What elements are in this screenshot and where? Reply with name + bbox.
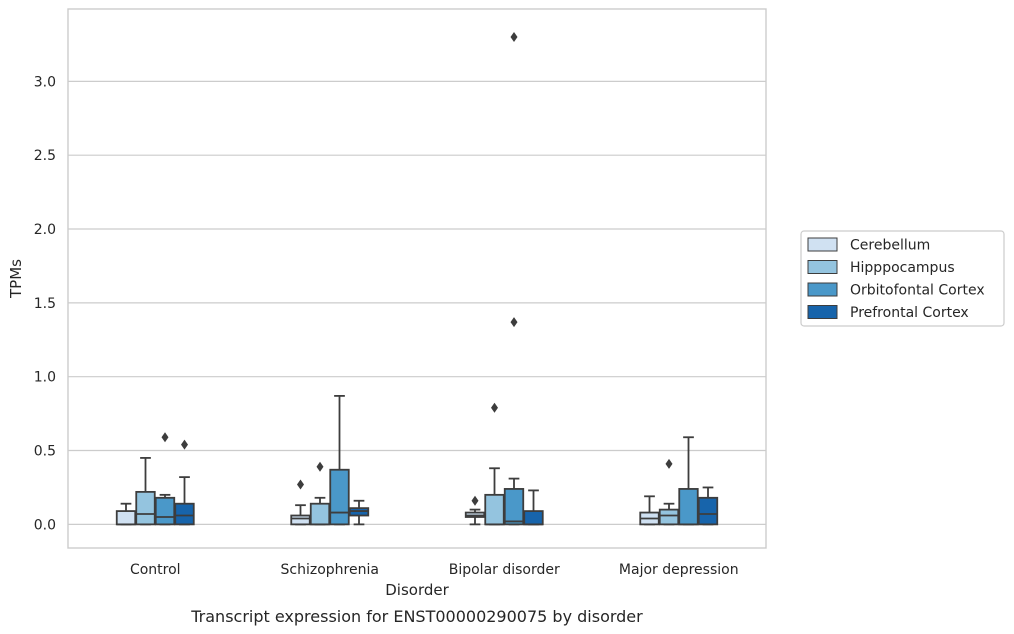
x-axis: Control Schizophrenia Bipolar disorder Majo… <box>130 562 739 578</box>
outlier-point <box>316 461 324 472</box>
box-layer <box>115 32 719 526</box>
outlier-point <box>510 32 518 43</box>
y-tick-label: 1.5 <box>34 296 56 312</box>
box-body <box>697 496 719 526</box>
box-body <box>678 488 699 526</box>
y-tick-label: 3.0 <box>34 74 56 90</box>
legend-frame <box>800 230 1005 327</box>
outlier-point <box>297 479 304 490</box>
box-0-1 <box>135 457 156 526</box>
outlier-point <box>491 402 498 413</box>
x-tick-label: Schizophrenia <box>281 562 379 578</box>
legend: Cerebellum Hipppocampus Orbitofontal Corte… <box>800 230 1005 327</box>
box-0-3 <box>174 439 195 526</box>
y-tick-label: 2.0 <box>34 222 56 238</box>
legend-swatch <box>807 237 838 252</box>
box-3-2 <box>678 436 699 526</box>
y-tick-label: 0.0 <box>34 517 56 533</box>
box-body <box>135 490 156 526</box>
box-body <box>290 514 311 526</box>
plot-frame <box>67 8 767 549</box>
x-tick-label: Control <box>130 562 181 578</box>
outlier-point <box>665 458 673 469</box>
y-tick-label: 1.0 <box>34 370 56 386</box>
chart-caption: Transcript expression for ENST0000029007… <box>190 607 643 626</box>
x-tick-label: Bipolar disorder <box>449 562 560 578</box>
x-axis-label: Disorder <box>385 581 449 599</box>
grid-layer <box>68 80 766 525</box>
box-body <box>309 502 331 526</box>
box-1-0 <box>290 479 311 526</box>
x-tick-label: Major depression <box>619 562 739 578</box>
outlier-point <box>471 495 479 506</box>
legend-label: Hipppocampus <box>850 260 955 276</box>
outlier-point <box>510 317 518 328</box>
box-0-0 <box>115 502 137 526</box>
box-body <box>174 502 195 526</box>
box-body <box>484 493 505 526</box>
box-body <box>329 468 350 526</box>
legend-label: Prefrontal Cortex <box>850 305 969 321</box>
y-axis-label: TPMs <box>7 259 25 299</box>
y-tick-label: 0.5 <box>34 444 56 460</box>
y-tick-label: 2.5 <box>34 148 56 164</box>
box-3-3 <box>697 486 719 526</box>
box-0-2 <box>154 432 176 526</box>
legend-swatch <box>807 260 838 274</box>
box-body <box>658 508 680 526</box>
box-3-1 <box>658 458 680 526</box>
box-2-1 <box>484 402 505 526</box>
legend-swatch <box>807 305 838 319</box>
box-3-0 <box>639 495 660 526</box>
box-body <box>523 510 544 526</box>
box-2-2 <box>503 32 525 526</box>
box-body <box>115 510 137 526</box>
y-axis: 0.0 0.5 1.0 1.5 2.0 2.5 3.0 <box>34 74 56 533</box>
box-2-0 <box>464 495 486 526</box>
box-1-2 <box>329 394 350 526</box>
outlier-point <box>181 439 188 450</box>
box-1-3 <box>348 499 370 526</box>
outlier-point <box>161 432 169 443</box>
legend-swatch <box>807 282 838 297</box>
legend-label: Orbitofontal Cortex <box>850 283 985 299</box>
box-2-3 <box>523 489 544 526</box>
box-body <box>503 488 525 526</box>
box-body <box>154 496 176 526</box>
box-1-1 <box>309 461 331 526</box>
legend-label: Cerebellum <box>850 238 930 254</box>
